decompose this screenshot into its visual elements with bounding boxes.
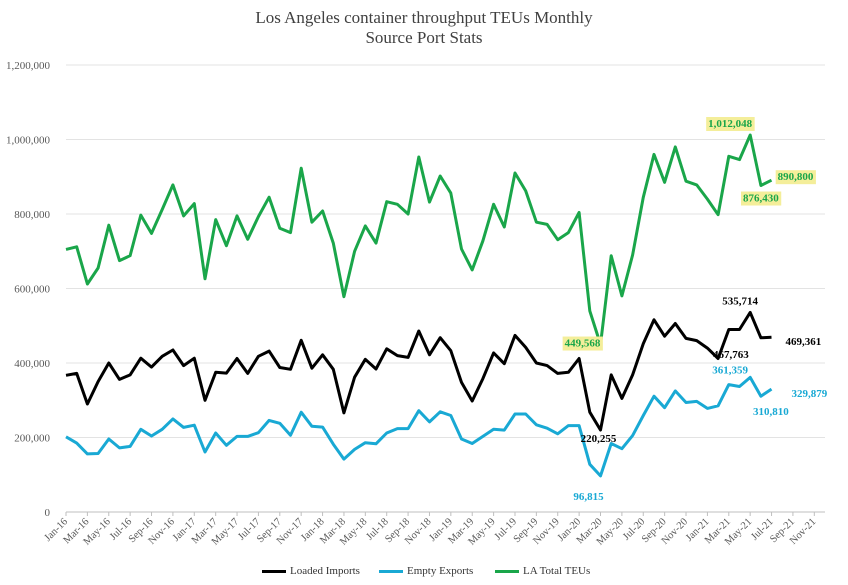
data-label: 361,359 — [712, 364, 748, 376]
data-label: 876,430 — [740, 191, 782, 206]
data-label-text: 310,810 — [753, 406, 789, 418]
data-label-highlight — [775, 170, 816, 185]
y-tick-label: 400,000 — [14, 358, 50, 370]
data-label: 310,810 — [753, 406, 789, 418]
data-label: 220,255 — [581, 433, 617, 445]
data-label: 1,012,048 — [706, 117, 755, 132]
data-label-text: 535,714 — [722, 295, 758, 307]
legend-swatch — [262, 569, 286, 573]
data-label: 96,815 — [573, 491, 604, 503]
legend-label: Loaded Imports — [290, 565, 360, 577]
y-tick-label: 600,000 — [14, 284, 50, 296]
y-tick-label: 1,000,000 — [6, 135, 51, 147]
y-tick-label: 0 — [45, 507, 51, 519]
data-label: 467,763 — [713, 349, 749, 361]
data-label: 890,800 — [775, 170, 816, 185]
y-tick-label: 1,200,000 — [6, 60, 51, 72]
legend-item-la-total-teus: LA Total TEUs — [495, 565, 590, 577]
series-line-la-total-teus — [65, 133, 773, 346]
legend-label: LA Total TEUs — [523, 565, 591, 577]
data-label-text: 469,361 — [786, 336, 822, 348]
data-label-text: 876,430 — [743, 193, 779, 205]
data-label-text: 449,568 — [565, 338, 601, 350]
data-label-text: 220,255 — [581, 433, 617, 445]
legend-label: Empty Exports — [407, 565, 474, 577]
data-label-text: 890,800 — [778, 171, 814, 183]
data-label-highlight — [740, 191, 782, 206]
legend-swatch — [495, 569, 519, 573]
series-line-empty-exports — [65, 375, 773, 478]
data-label-text: 361,359 — [712, 364, 748, 376]
gridlines — [66, 64, 825, 513]
y-tick-label: 800,000 — [14, 209, 50, 221]
data-label-highlight — [562, 336, 603, 351]
legend-swatch — [379, 569, 403, 573]
y-axis-ticks: 0 200,000 400,000 600,000 800,000 1,000,000 1,… — [6, 60, 51, 519]
data-label-text: 467,763 — [713, 349, 749, 361]
x-axis-ticks: Jan-16Mar-16May-16Jul-16Sep-16Nov-16Jan-… — [43, 512, 818, 548]
legend-item-loaded-imports: Loaded Imports — [262, 565, 360, 577]
chart-title: Los Angeles container throughput TEUs Mo… — [255, 8, 593, 27]
series-lines — [65, 133, 773, 478]
data-label-text: 1,012,048 — [708, 118, 753, 130]
data-label: 329,879 — [792, 388, 828, 400]
data-label: 469,361 — [786, 336, 822, 348]
data-label-text: 329,879 — [792, 388, 828, 400]
y-tick-label: 200,000 — [14, 433, 50, 445]
data-label-text: 96,815 — [573, 491, 604, 503]
data-label: 449,568 — [562, 336, 603, 351]
legend: Loaded Imports Empty Exports LA Total TE… — [0, 565, 848, 581]
data-label: 535,714 — [722, 295, 758, 307]
chart-subtitle: Source Port Stats — [365, 28, 483, 47]
series-line-loaded-imports — [65, 310, 772, 432]
data-label-highlight — [706, 117, 755, 132]
legend-item-empty-exports: Empty Exports — [379, 565, 473, 577]
data-labels: 1,012,048 876,430 890,800 449,568 535,714 467… — [562, 117, 828, 503]
